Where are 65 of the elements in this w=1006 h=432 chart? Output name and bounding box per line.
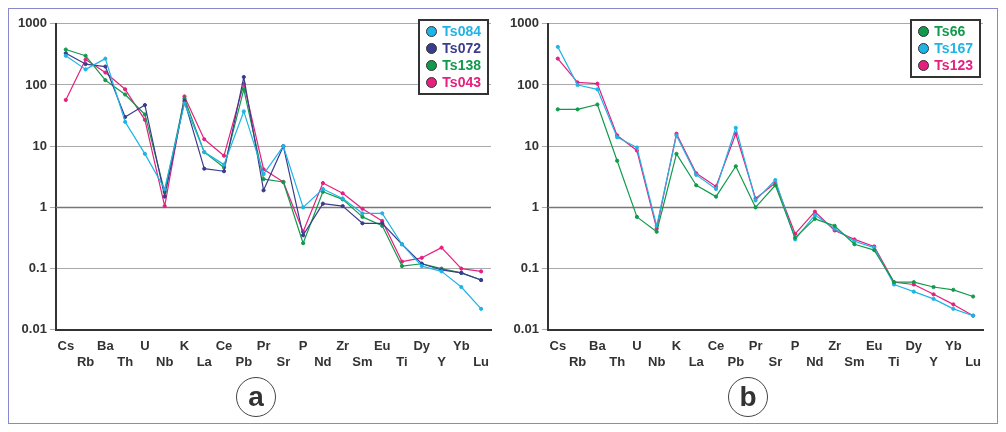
x-tick-label: Ce: [215, 338, 233, 354]
y-tick-label: 0.01: [513, 321, 539, 337]
x-tick-label: Ba: [589, 338, 607, 354]
x-tick-label: U: [632, 338, 642, 354]
legend-label: Ts043: [442, 74, 481, 91]
x-tick-label: Lu: [473, 353, 490, 369]
y-tick-label: 1000: [18, 15, 47, 31]
x-tick-label: Pb: [727, 353, 745, 369]
x-tick-label: Lu: [965, 353, 982, 369]
x-tick-label: U: [140, 338, 150, 354]
x-tick-label: Sm: [352, 353, 373, 369]
x-tick-label: Pr: [256, 338, 271, 354]
x-tick-label: Th: [117, 353, 134, 369]
y-tick-label: 1: [531, 198, 539, 214]
x-tick-label: Ti: [888, 353, 900, 369]
x-tick-label: Ce: [707, 338, 725, 354]
legend-label: Ts072: [442, 40, 481, 57]
legend-label: Ts084: [442, 23, 481, 40]
x-tick-label: Ti: [396, 353, 408, 369]
x-tick-label: Dy: [413, 338, 431, 354]
x-tick-label: Sr: [276, 353, 291, 369]
x-tick-label: Yb: [945, 338, 962, 354]
x-tick-label: Nd: [806, 353, 824, 369]
x-tick-label: Y: [929, 353, 939, 369]
x-tick-label: Cs: [57, 338, 75, 354]
y-tick-label: 1000: [510, 15, 539, 31]
x-tick-label: Zr: [336, 338, 350, 354]
x-tick-label: P: [790, 338, 800, 354]
x-tick-label: Rb: [76, 353, 95, 369]
x-tick-label: Cs: [549, 338, 567, 354]
x-tick-label: Ba: [97, 338, 115, 354]
y-tick-label: 0.1: [520, 260, 539, 276]
x-tick-label: Zr: [828, 338, 842, 354]
text: b: [739, 381, 757, 413]
x-tick-label: Sm: [844, 353, 865, 369]
legend-label: Ts66: [934, 23, 966, 40]
x-tick-label: La: [196, 353, 213, 369]
x-tick-label: Yb: [453, 338, 470, 354]
x-tick-label: Th: [609, 353, 626, 369]
legend-label: Ts167: [934, 40, 973, 57]
legend-label: Ts123: [934, 57, 973, 74]
x-tick-label: Nd: [314, 353, 332, 369]
x-tick-label: La: [688, 353, 705, 369]
x-tick-label: Nb: [156, 353, 174, 369]
y-tick-label: 100: [25, 76, 47, 92]
x-tick-label: Eu: [373, 338, 391, 354]
x-tick-label: Pb: [235, 353, 253, 369]
x-tick-label: K: [179, 338, 190, 354]
legend-label: Ts138: [442, 57, 481, 74]
y-tick-label: 100: [517, 76, 539, 92]
x-tick-label: K: [671, 338, 682, 354]
x-tick-label: Y: [437, 353, 447, 369]
text: a: [248, 381, 264, 413]
x-tick-label: Eu: [865, 338, 883, 354]
y-tick-label: 10: [524, 137, 539, 153]
x-tick-label: Nb: [648, 353, 666, 369]
x-tick-label: P: [298, 338, 308, 354]
x-tick-label: Pr: [748, 338, 763, 354]
y-tick-label: 1: [39, 198, 47, 214]
y-tick-label: 0.01: [21, 321, 47, 337]
x-tick-label: Dy: [905, 338, 923, 354]
x-tick-label: Sr: [768, 353, 783, 369]
y-tick-label: 10: [32, 137, 47, 153]
x-tick-label: Rb: [568, 353, 587, 369]
y-tick-label: 0.1: [28, 260, 47, 276]
